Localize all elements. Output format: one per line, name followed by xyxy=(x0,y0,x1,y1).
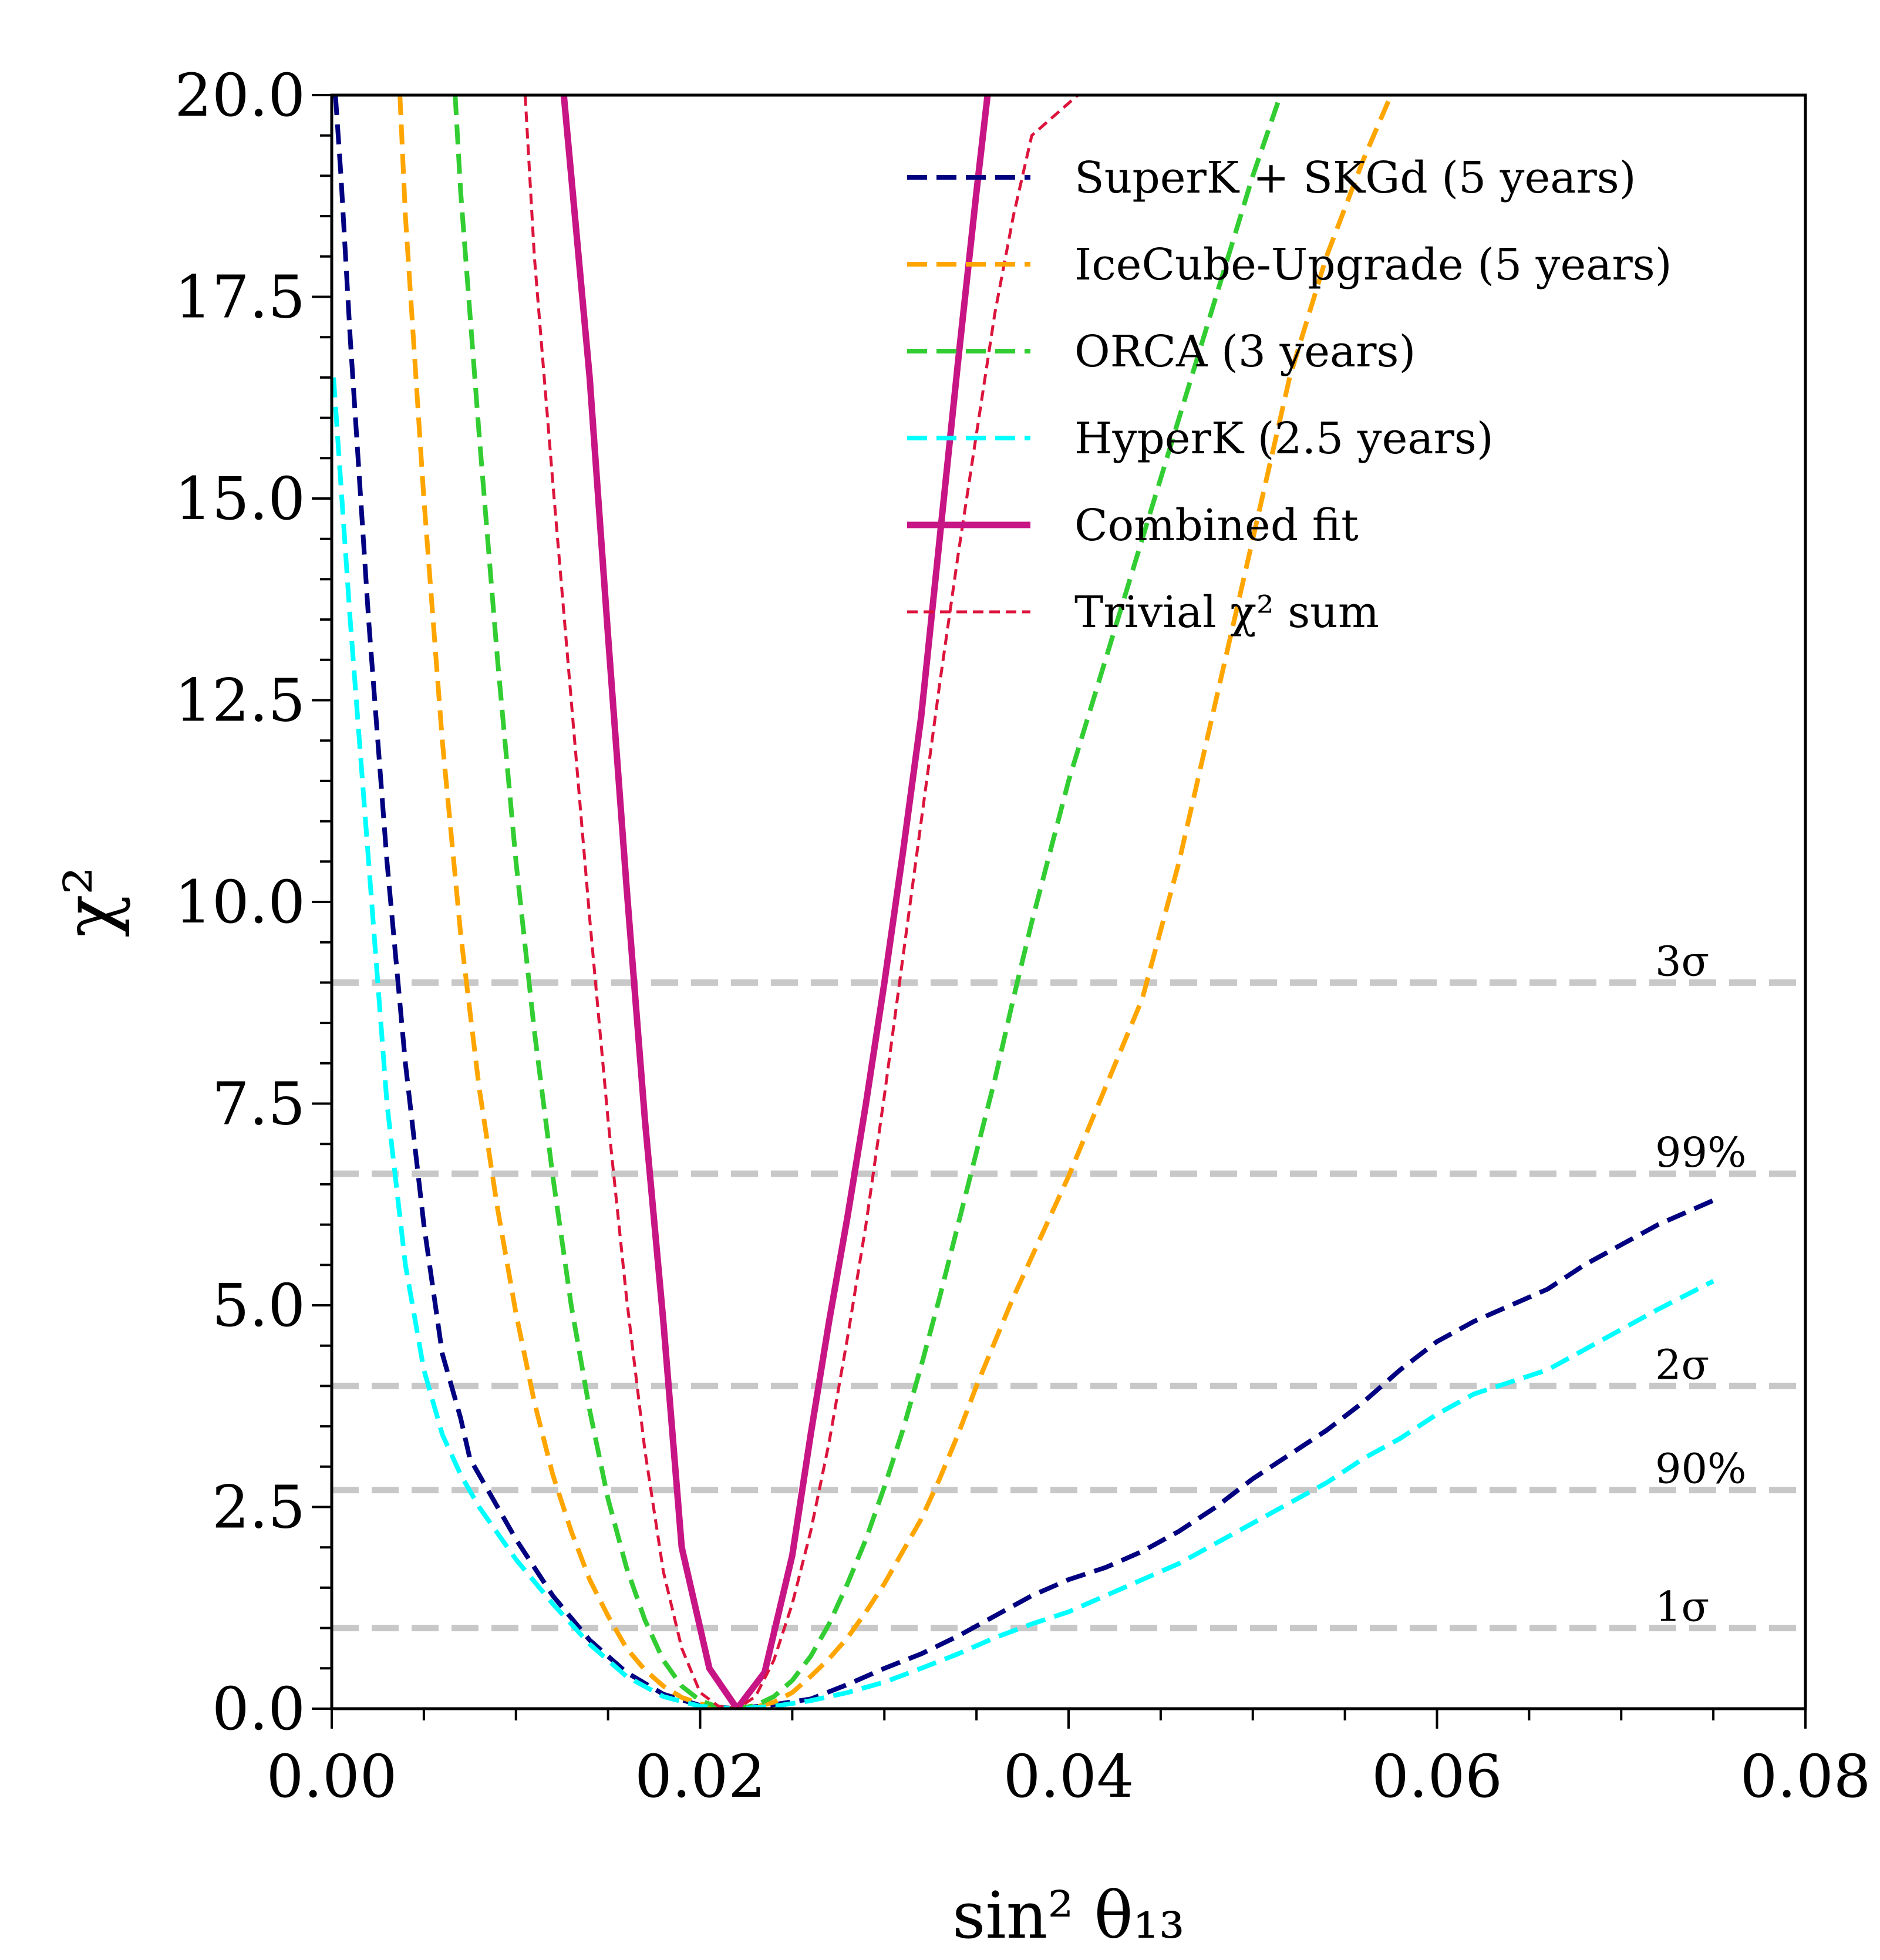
y-axis-ticks: 0.0 2.5 5.0 7.5 10.0 12.5 15.0 17.5 20.0 xyxy=(174,61,332,1743)
series-line-0 xyxy=(333,95,1714,1709)
reference-label-4: 1σ xyxy=(1655,1583,1709,1631)
reference-label-0: 3σ xyxy=(1655,937,1709,985)
y-tick-label-5: 12.5 xyxy=(174,666,305,735)
reference-labels: 3σ 99% 2σ 90% 1σ xyxy=(1655,937,1747,1631)
y-tick-label-1: 2.5 xyxy=(212,1473,305,1542)
legend-label-0: SuperK + SKGd (5 years) xyxy=(1074,153,1636,203)
legend-label-2: ORCA (3 years) xyxy=(1074,326,1416,377)
y-tick-label-2: 5.0 xyxy=(212,1271,305,1340)
x-tick-label-2: 0.04 xyxy=(1003,1742,1134,1811)
x-tick-label-3: 0.06 xyxy=(1372,1742,1502,1811)
x-tick-label-4: 0.08 xyxy=(1740,1742,1871,1811)
x-tick-label-1: 0.02 xyxy=(635,1742,766,1811)
x-tick-label-0: 0.00 xyxy=(267,1742,397,1811)
legend-label-1: IceCube-Upgrade (5 years) xyxy=(1074,240,1672,290)
series-line-1 xyxy=(397,95,1393,1709)
x-axis-label: sin² θ₁₃ xyxy=(952,1878,1185,1953)
y-axis-label: χ² xyxy=(50,867,132,938)
reference-label-3: 90% xyxy=(1655,1445,1747,1493)
series-layer xyxy=(332,95,1714,1709)
legend-label-4: Combined fit xyxy=(1074,500,1359,551)
reference-label-1: 99% xyxy=(1655,1129,1747,1177)
y-tick-label-7: 17.5 xyxy=(174,263,305,332)
x-axis-ticks: 0.00 0.02 0.04 0.06 0.08 xyxy=(267,1709,1871,1811)
y-tick-label-0: 0.0 xyxy=(212,1675,305,1743)
series-line-4 xyxy=(560,95,991,1709)
legend: SuperK + SKGd (5 years) IceCube-Upgrade (… xyxy=(907,153,1672,638)
series-line-3 xyxy=(332,377,1714,1709)
reference-label-2: 2σ xyxy=(1655,1341,1709,1389)
legend-label-5: Trivial χ² sum xyxy=(1074,587,1379,638)
series-line-2 xyxy=(453,95,1283,1709)
y-tick-label-4: 10.0 xyxy=(174,868,305,937)
y-tick-label-6: 15.0 xyxy=(174,464,305,533)
series-line-5 xyxy=(523,95,1079,1709)
legend-label-3: HyperK (2.5 years) xyxy=(1074,413,1494,464)
y-tick-label-8: 20.0 xyxy=(174,61,305,130)
y-tick-label-3: 7.5 xyxy=(212,1070,305,1139)
